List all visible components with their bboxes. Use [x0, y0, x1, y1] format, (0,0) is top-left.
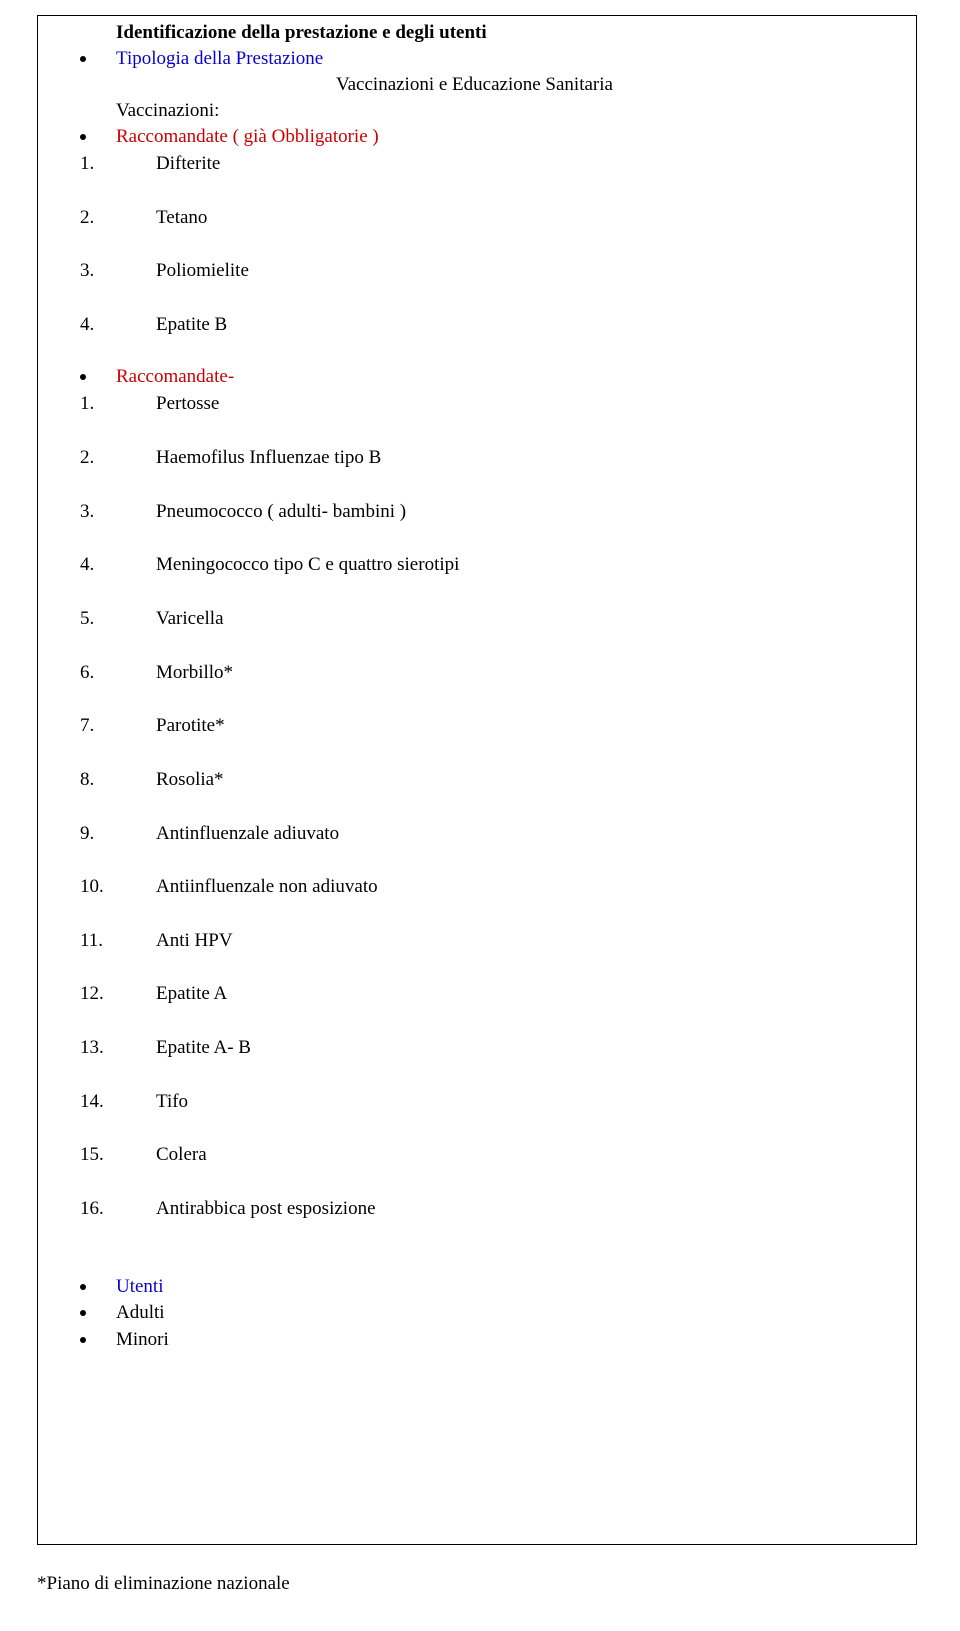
item-number: 16.	[80, 1196, 156, 1222]
list-item: 16. Antirabbica post esposizione	[80, 1196, 915, 1222]
minori-bullet: Minori	[80, 1327, 915, 1353]
item-text: Epatite A- B	[156, 1035, 915, 1061]
item-text: Rosolia*	[156, 767, 915, 793]
list-item: 14. Tifo	[80, 1089, 915, 1115]
item-text: Pertosse	[156, 391, 915, 417]
list-item: 5. Varicella	[80, 606, 915, 632]
raccomandate-obbl-label: Raccomandate ( già Obbligatorie )	[116, 124, 915, 150]
item-text: Morbillo*	[156, 660, 915, 686]
list-item: 4. Meningococco tipo C e quattro sieroti…	[80, 552, 915, 578]
list-item: 15. Colera	[80, 1142, 915, 1168]
item-text: Pneumococco ( adulti- bambini )	[156, 499, 915, 525]
item-number: 5.	[80, 606, 156, 632]
item-number: 14.	[80, 1089, 156, 1115]
item-text: Colera	[156, 1142, 915, 1168]
bullet-icon	[80, 1310, 86, 1316]
item-number: 4.	[80, 552, 156, 578]
raccomandate-obbl-bullet: Raccomandate ( già Obbligatorie )	[80, 124, 915, 150]
bullet-icon	[80, 374, 86, 380]
item-text: Meningococco tipo C e quattro sierotipi	[156, 552, 915, 578]
item-number: 7.	[80, 713, 156, 739]
list-item: 8. Rosolia*	[80, 767, 915, 793]
adulti-label: Adulti	[116, 1300, 915, 1326]
item-number: 3.	[80, 258, 156, 284]
bullet-icon	[80, 56, 86, 62]
utenti-bullet: Utenti	[80, 1274, 915, 1300]
item-number: 1.	[80, 391, 156, 417]
item-text: Antirabbica post esposizione	[156, 1196, 915, 1222]
adulti-bullet: Adulti	[80, 1300, 915, 1326]
minori-label: Minori	[116, 1327, 915, 1353]
list-item: 10. Antiinfluenzale non adiuvato	[80, 874, 915, 900]
raccomandate-label: Raccomandate-	[116, 364, 915, 390]
item-text: Anti HPV	[156, 928, 915, 954]
list-item: 1. Pertosse	[80, 391, 915, 417]
item-number: 11.	[80, 928, 156, 954]
tipologia-bullet: Tipologia della Prestazione	[80, 46, 915, 72]
item-number: 6.	[80, 660, 156, 686]
item-text: Tifo	[156, 1089, 915, 1115]
item-number: 2.	[80, 445, 156, 471]
item-number: 15.	[80, 1142, 156, 1168]
list-item: 13. Epatite A- B	[80, 1035, 915, 1061]
item-number: 1.	[80, 151, 156, 177]
footnote: *Piano di eliminazione nazionale	[37, 1571, 290, 1597]
list-item: 6. Morbillo*	[80, 660, 915, 686]
list-item: 1. Difterite	[80, 151, 915, 177]
list-item: 2. Haemofilus Influenzae tipo B	[80, 445, 915, 471]
item-number: 12.	[80, 981, 156, 1007]
item-text: Poliomielite	[156, 258, 915, 284]
list-item: 11. Anti HPV	[80, 928, 915, 954]
bullet-icon	[80, 1284, 86, 1290]
document-title: Identificazione della prestazione e degl…	[116, 20, 915, 46]
bullet-icon	[80, 1337, 86, 1343]
document-body: Identificazione della prestazione e degl…	[80, 20, 915, 1354]
item-text: Varicella	[156, 606, 915, 632]
subtitle: Vaccinazioni e Educazione Sanitaria	[336, 72, 915, 98]
item-number: 10.	[80, 874, 156, 900]
list-item: 4. Epatite B	[80, 312, 915, 338]
list-item: 7. Parotite*	[80, 713, 915, 739]
item-text: Tetano	[156, 205, 915, 231]
item-text: Epatite B	[156, 312, 915, 338]
item-number: 9.	[80, 821, 156, 847]
item-text: Difterite	[156, 151, 915, 177]
tipologia-label: Tipologia della Prestazione	[116, 46, 915, 72]
vaccinazioni-label: Vaccinazioni:	[116, 98, 915, 124]
list-item: 2. Tetano	[80, 205, 915, 231]
list-item: 12. Epatite A	[80, 981, 915, 1007]
item-number: 8.	[80, 767, 156, 793]
item-number: 13.	[80, 1035, 156, 1061]
utenti-label: Utenti	[116, 1274, 915, 1300]
list-item: 9. Antinfluenzale adiuvato	[80, 821, 915, 847]
item-number: 3.	[80, 499, 156, 525]
item-text: Epatite A	[156, 981, 915, 1007]
item-text: Haemofilus Influenzae tipo B	[156, 445, 915, 471]
list-item: 3. Poliomielite	[80, 258, 915, 284]
item-number: 4.	[80, 312, 156, 338]
item-text: Antinfluenzale adiuvato	[156, 821, 915, 847]
item-text: Antiinfluenzale non adiuvato	[156, 874, 915, 900]
raccomandate-bullet: Raccomandate-	[80, 364, 915, 390]
item-number: 2.	[80, 205, 156, 231]
item-text: Parotite*	[156, 713, 915, 739]
list-item: 3. Pneumococco ( adulti- bambini )	[80, 499, 915, 525]
bullet-icon	[80, 134, 86, 140]
